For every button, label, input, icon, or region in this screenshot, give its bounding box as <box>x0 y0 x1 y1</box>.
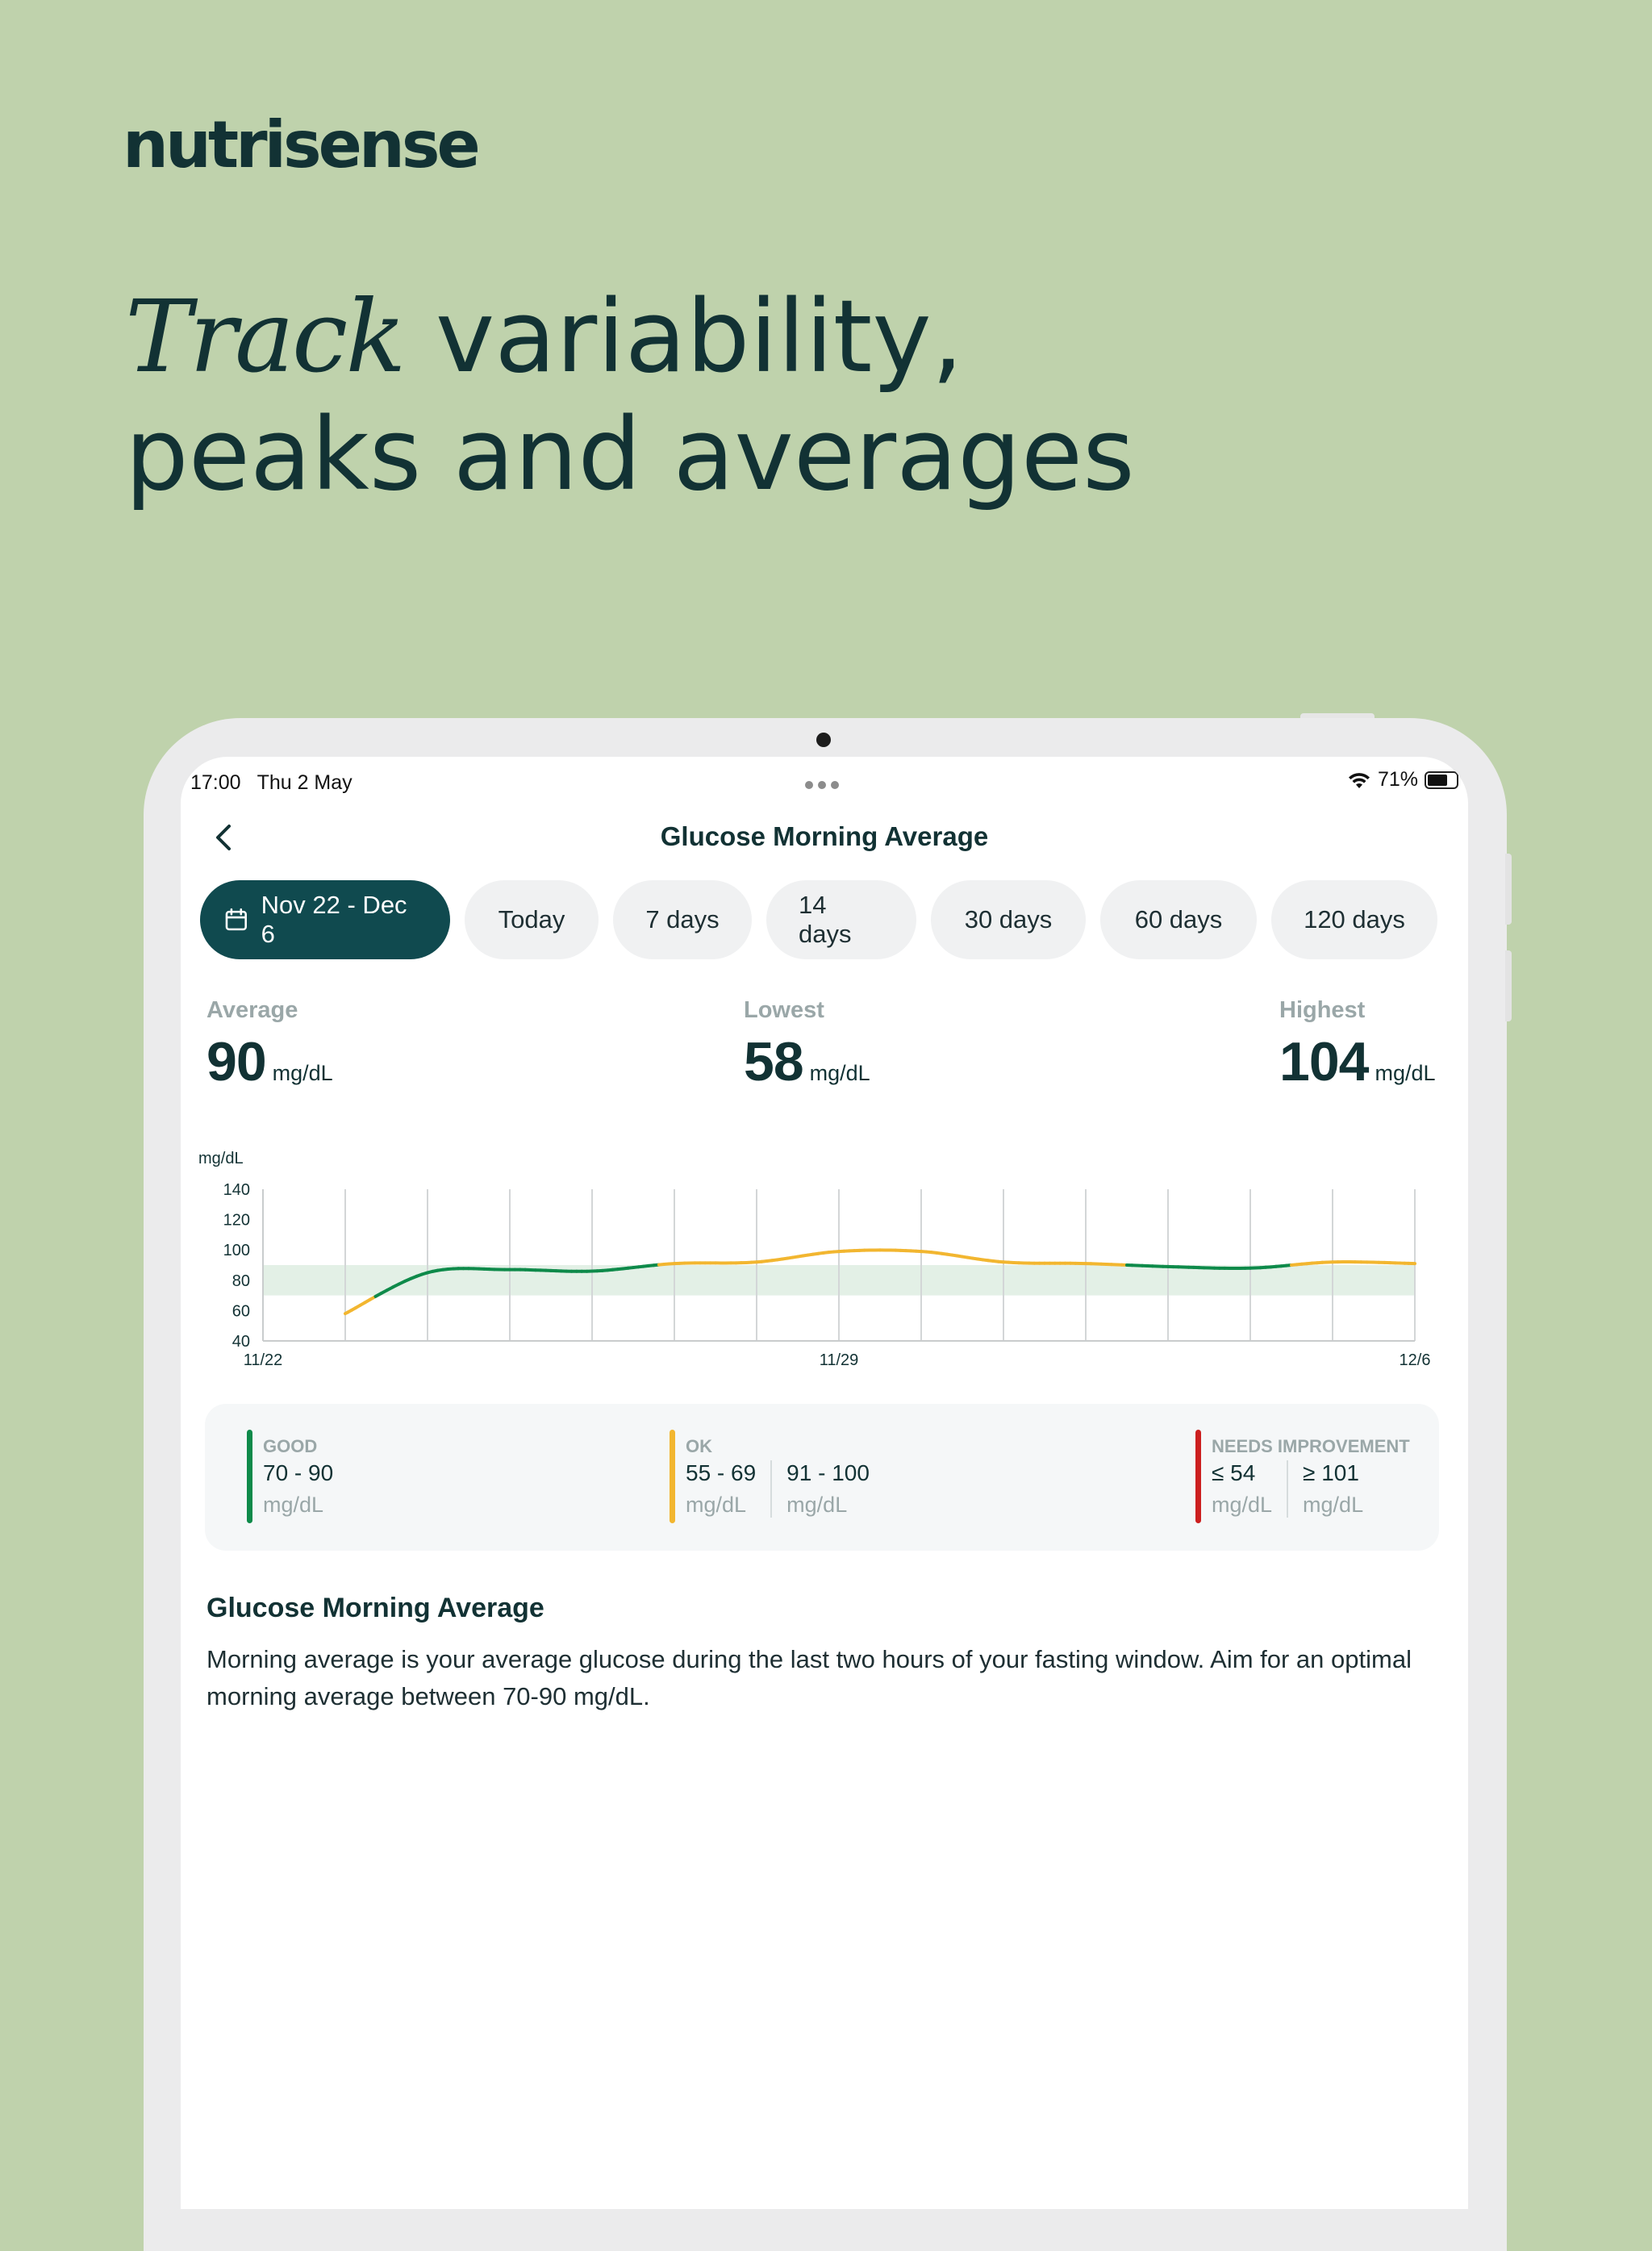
stat-label: Average <box>206 997 333 1024</box>
date-range-picker-button[interactable]: Nov 22 - Dec 6 <box>200 880 450 959</box>
legend-unit: mg/dL <box>1212 1493 1272 1518</box>
description-body: Morning average is your average glucose … <box>206 1641 1449 1715</box>
y-axis-unit-label: mg/dL <box>198 1150 244 1167</box>
legend-ok-label: OK <box>686 1436 712 1457</box>
volume-up-button <box>1505 854 1512 925</box>
headline-line2: peaks and averages <box>125 396 1135 514</box>
x-tick-label: 12/6 <box>1400 1351 1431 1369</box>
chip-60-days[interactable]: 60 days <box>1100 880 1257 959</box>
stat-average: Average 90 mg/dL <box>206 997 333 1093</box>
stat-value: 104 <box>1279 1031 1368 1092</box>
headline: Track variability, peaks and averages <box>125 278 1135 514</box>
stat-highest: Highest 104 mg/dL <box>1279 997 1436 1093</box>
headline-italic-word: Track <box>125 279 404 395</box>
stat-label: Highest <box>1279 997 1436 1024</box>
x-tick-label: 11/29 <box>820 1351 859 1369</box>
stat-value: 90 <box>206 1031 266 1092</box>
stat-lowest: Lowest 58 mg/dL <box>744 997 870 1093</box>
legend-range: ≤ 54 <box>1212 1460 1272 1486</box>
chip-120-days[interactable]: 120 days <box>1271 880 1437 959</box>
legend-unit: mg/dL <box>263 1493 333 1518</box>
x-tick-label: 11/22 <box>244 1351 283 1369</box>
chip-30-days[interactable]: 30 days <box>931 880 1086 959</box>
description-title: Glucose Morning Average <box>206 1593 544 1624</box>
y-tick-label: 120 <box>223 1212 250 1230</box>
stat-unit: mg/dL <box>273 1061 333 1085</box>
wifi-icon <box>1347 771 1371 790</box>
legend-needs-bar <box>1195 1430 1201 1523</box>
legend-needs-label: NEEDS IMPROVEMENT <box>1212 1436 1410 1457</box>
app-screen: 17:00 Thu 2 May 71% Glucose Morning Avera… <box>181 757 1468 2209</box>
legend-good-label: GOOD <box>263 1436 317 1457</box>
status-bar-right: 71% <box>1347 768 1458 791</box>
legend-good-bar <box>247 1430 252 1523</box>
status-time: 17:00 <box>190 771 241 794</box>
chip-7-days[interactable]: 7 days <box>613 880 752 959</box>
legend-range: 55 - 69 <box>686 1460 756 1486</box>
legend-unit: mg/dL <box>1303 1493 1363 1518</box>
stat-value: 58 <box>744 1031 803 1092</box>
legend-unit: mg/dL <box>786 1493 870 1518</box>
y-tick-label: 100 <box>223 1242 250 1259</box>
date-range-chips: Nov 22 - Dec 6 Today 7 days 14 days 30 d… <box>200 880 1437 959</box>
legend-range: 91 - 100 <box>786 1460 870 1486</box>
legend-range: 70 - 90 <box>263 1460 333 1486</box>
chip-14-days[interactable]: 14 days <box>766 880 916 959</box>
stat-unit: mg/dL <box>1375 1061 1435 1085</box>
chip-today[interactable]: Today <box>465 880 599 959</box>
calendar-icon <box>224 908 248 932</box>
legend-ok-bar <box>670 1430 675 1523</box>
nutrisense-logo: nutrisense <box>123 113 478 177</box>
headline-line1: variability, <box>404 279 964 395</box>
y-tick-label: 140 <box>223 1181 250 1199</box>
battery-percent: 71% <box>1378 768 1418 791</box>
battery-fill <box>1428 775 1447 786</box>
volume-down-button <box>1505 950 1512 1021</box>
y-tick-label: 40 <box>232 1333 250 1351</box>
multitasking-dots-icon[interactable] <box>805 781 839 789</box>
status-bar-left: 17:00 Thu 2 May <box>190 771 353 795</box>
date-range-label: Nov 22 - Dec 6 <box>261 891 426 949</box>
status-date: Thu 2 May <box>257 771 353 794</box>
y-tick-label: 60 <box>232 1302 250 1320</box>
battery-icon <box>1425 771 1458 789</box>
legend-range: ≥ 101 <box>1303 1460 1363 1486</box>
stat-unit: mg/dL <box>810 1061 870 1085</box>
page-title: Glucose Morning Average <box>181 821 1468 852</box>
y-tick-label: 80 <box>232 1272 250 1290</box>
legend-panel: GOOD 70 - 90 mg/dL OK 55 - 69 mg/dL 91 -… <box>205 1404 1439 1551</box>
front-camera <box>816 733 831 747</box>
legend-unit: mg/dL <box>686 1493 756 1518</box>
stat-label: Lowest <box>744 997 870 1024</box>
